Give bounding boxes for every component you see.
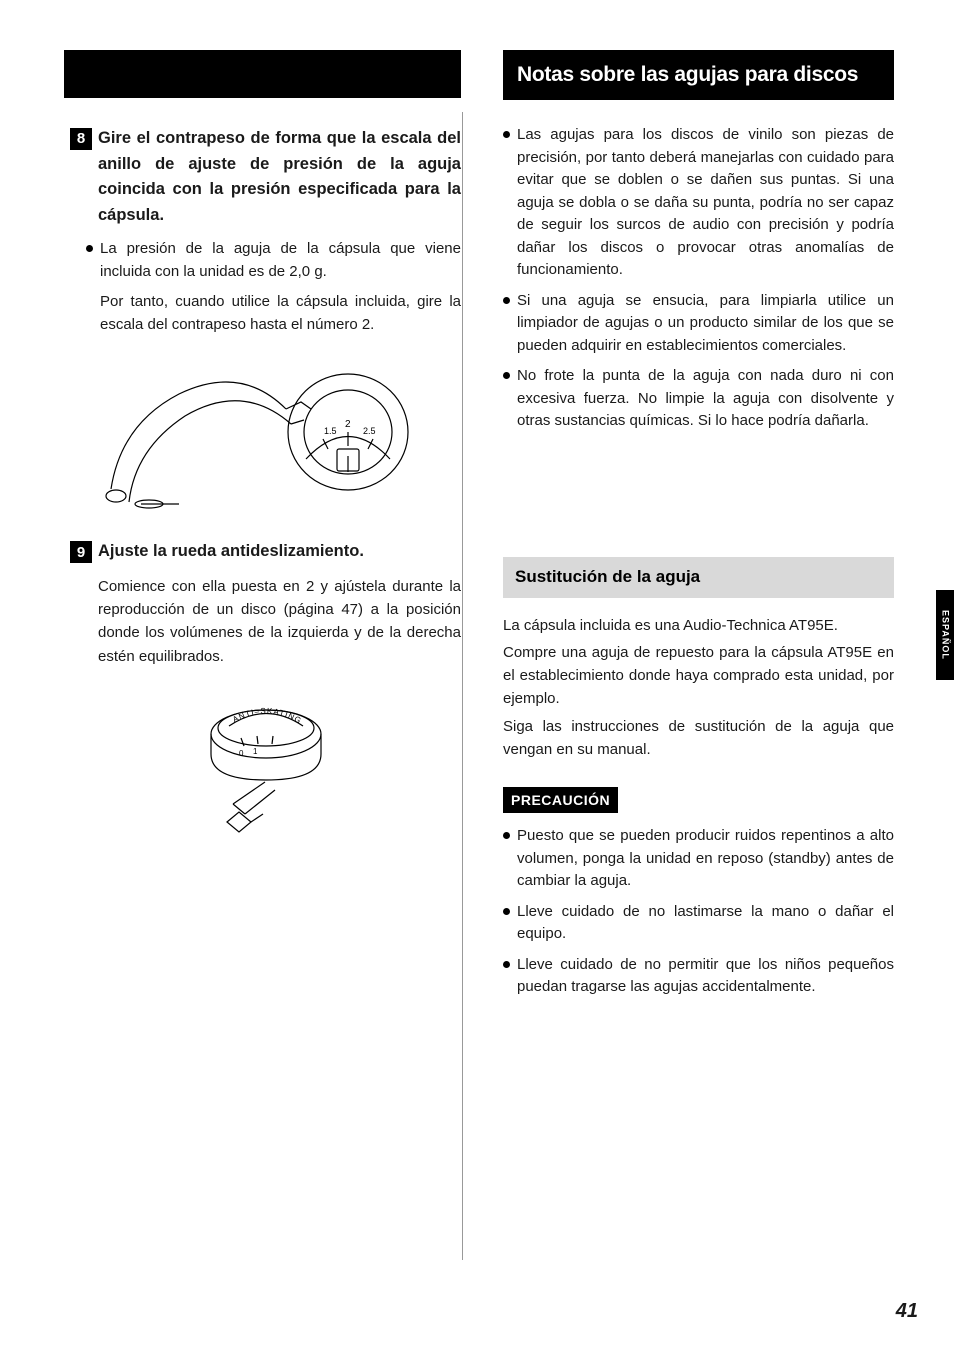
step-8-bullet-continuation: Por tanto, cuando utilice la cápsula inc… xyxy=(70,291,461,336)
caution-bullet-1: Puesto que se pueden producir ruidos rep… xyxy=(503,825,894,893)
svg-text:ANTI–SKATING: ANTI–SKATING xyxy=(231,706,303,725)
language-side-tab-text: ESPAÑOL xyxy=(938,610,951,660)
counterweight-diagram: 1.5 2 2.5 xyxy=(101,354,431,509)
step-8-bullets: La presión de la aguja de la cápsula que… xyxy=(70,238,461,283)
step-number-8-icon: 8 xyxy=(70,128,92,150)
antiskating-diagram: ANTI–SKATING 0 1 xyxy=(191,686,341,836)
caution-bullet-list: Puesto que se pueden producir ruidos rep… xyxy=(503,825,894,999)
replacement-para-1: La cápsula incluida es una Audio-Technic… xyxy=(503,614,894,637)
page-number: 41 xyxy=(896,1297,918,1326)
language-side-tab: ESPAÑOL xyxy=(936,590,954,680)
step-8-bullet-text: La presión de la aguja de la cápsula que… xyxy=(100,240,461,280)
section-banner: Notas sobre las agujas para discos xyxy=(503,50,894,100)
notes-bullet-1: Las agujas para los discos de vinilo son… xyxy=(503,124,894,282)
right-column: Notas sobre las agujas para discos Las a… xyxy=(497,50,894,1310)
caution-bullet-3: Lleve cuidado de no permitir que los niñ… xyxy=(503,954,894,999)
caution-label: PRECAUCIÓN xyxy=(503,787,618,813)
column-divider xyxy=(462,112,463,1260)
subsection-banner: Sustitución de la aguja xyxy=(503,557,894,598)
replacement-para-3: Siga las instrucciones de sustitución de… xyxy=(503,715,894,762)
step-8-heading: 8 Gire el contrapeso de forma que la esc… xyxy=(70,126,461,228)
step-9-heading: 9 Ajuste la rueda antideslizamiento. xyxy=(70,539,461,565)
dial-mark-2: 2 xyxy=(345,419,351,430)
step-8-bullet: La presión de la aguja de la cápsula que… xyxy=(86,238,461,283)
caution-bullet-2: Lleve cuidado de no lastimarse la mano o… xyxy=(503,901,894,946)
replacement-para-2: Compre una aguja de repuesto para la cáp… xyxy=(503,641,894,711)
dial-mark-1: 1.5 xyxy=(324,426,337,436)
notes-bullet-2: Si una aguja se ensucia, para limpiarla … xyxy=(503,290,894,358)
notes-bullet-3: No frote la punta de la aguja con nada d… xyxy=(503,365,894,433)
antiskating-label: ANTI–SKATING xyxy=(231,706,303,725)
step-number-9-icon: 9 xyxy=(70,541,92,563)
black-header-block xyxy=(64,50,461,98)
as-mark-0: 0 xyxy=(239,749,244,758)
step-9-body: Comience con ella puesta en 2 y ajústela… xyxy=(70,575,461,668)
step-9-title: Ajuste la rueda antideslizamiento. xyxy=(98,539,461,565)
step-8-title: Gire el contrapeso de forma que la escal… xyxy=(98,126,461,228)
page-container: 8 Gire el contrapeso de forma que la esc… xyxy=(0,0,954,1350)
dial-mark-3: 2.5 xyxy=(363,426,376,436)
as-mark-1: 1 xyxy=(253,747,258,756)
notes-bullet-list: Las agujas para los discos de vinilo son… xyxy=(503,124,894,433)
left-column: 8 Gire el contrapeso de forma que la esc… xyxy=(70,50,467,1310)
